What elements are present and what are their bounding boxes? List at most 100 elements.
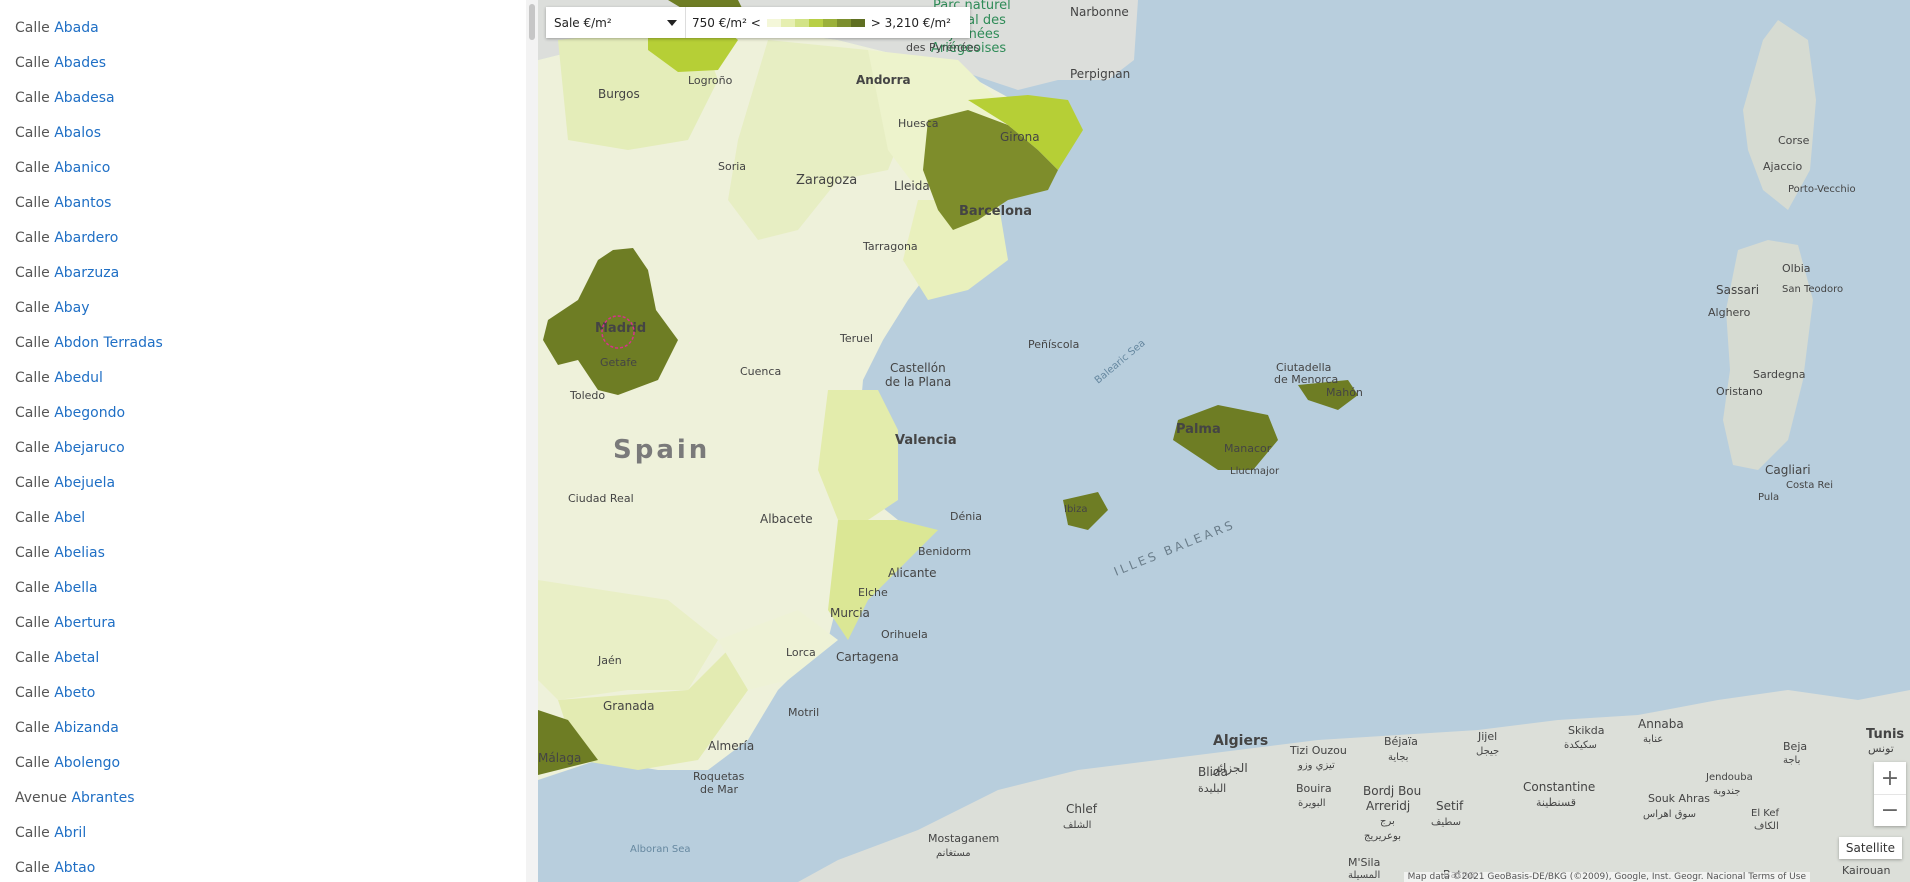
svg-text:Logroño: Logroño [688, 74, 733, 87]
metric-select-value: Sale €/m² [554, 15, 612, 30]
street-prefix: Calle [15, 195, 50, 211]
street-link[interactable]: Abejuela [54, 475, 116, 491]
svg-text:Mostaganem: Mostaganem [928, 832, 999, 845]
street-link[interactable]: Abarzuza [54, 265, 120, 281]
svg-text:جيجل: جيجل [1476, 746, 1499, 757]
map-view[interactable]: Narbonne Perpignan Andorra Parc naturel … [538, 0, 1910, 882]
svg-text:Jaén: Jaén [597, 654, 622, 667]
street-link[interactable]: Abades [54, 55, 107, 71]
street-link[interactable]: Abeto [54, 685, 96, 701]
zoom-in-button[interactable]: + [1880, 765, 1900, 791]
svg-text:Béjaïa: Béjaïa [1384, 735, 1418, 748]
street-link[interactable]: Abrantes [71, 790, 135, 806]
street-list-item: Calle Abantos [15, 191, 538, 226]
madrid-location-marker[interactable] [601, 315, 635, 349]
svg-text:Girona: Girona [1000, 130, 1040, 144]
street-prefix: Calle [15, 90, 50, 106]
svg-text:Zaragoza: Zaragoza [796, 173, 857, 188]
svg-text:Ciudad Real: Ciudad Real [568, 492, 634, 505]
street-link[interactable]: Abardero [54, 230, 119, 246]
street-link[interactable]: Abegondo [54, 405, 126, 421]
street-link[interactable]: Abada [54, 20, 99, 36]
street-list-item: Calle Abejuela [15, 471, 538, 506]
metric-select[interactable]: Sale €/m² [546, 7, 686, 38]
svg-text:Algiers: Algiers [1213, 733, 1268, 749]
street-link[interactable]: Abadesa [54, 90, 115, 106]
street-link[interactable]: Abejaruco [54, 440, 125, 456]
street-link[interactable]: Abalos [54, 125, 101, 141]
street-link[interactable]: Abel [54, 510, 86, 526]
svg-text:Souk Ahras: Souk Ahras [1648, 792, 1710, 805]
street-link[interactable]: Abelias [54, 545, 105, 561]
svg-text:Cuenca: Cuenca [740, 365, 781, 378]
svg-text:برج: برج [1380, 816, 1395, 827]
island-ibiza [1063, 492, 1108, 530]
svg-text:Kairouan: Kairouan [1842, 864, 1891, 877]
svg-text:Orihuela: Orihuela [881, 628, 928, 641]
svg-text:Lorca: Lorca [786, 646, 816, 659]
svg-text:Setif: Setif [1436, 799, 1464, 813]
street-link[interactable]: Abdon Terradas [54, 335, 163, 351]
street-prefix: Calle [15, 300, 50, 316]
street-list-item: Calle Abella [15, 576, 538, 611]
street-link[interactable]: Abtao [54, 860, 96, 876]
satellite-toggle-button[interactable]: Satellite [1838, 837, 1902, 859]
svg-text:de Mar: de Mar [700, 783, 738, 796]
legend-swatch [780, 18, 795, 27]
svg-text:Alboran Sea: Alboran Sea [630, 844, 690, 855]
svg-text:Toledo: Toledo [569, 389, 605, 402]
street-link[interactable]: Abantos [54, 195, 112, 211]
svg-text:Balearic Sea: Balearic Sea [1093, 338, 1148, 386]
street-link[interactable]: Abedul [54, 370, 103, 386]
svg-text:تونس: تونس [1868, 742, 1894, 755]
legend-min-label: 750 €/m² < [692, 15, 761, 30]
svg-text:Arreridj: Arreridj [1366, 799, 1410, 813]
svg-text:جندوبة: جندوبة [1713, 786, 1740, 797]
svg-text:Andorra: Andorra [856, 73, 911, 87]
province-malaga [538, 710, 598, 775]
svg-text:Costa Rei: Costa Rei [1786, 480, 1833, 491]
svg-text:Madrid: Madrid [595, 321, 646, 336]
svg-text:Tunis: Tunis [1866, 727, 1904, 742]
svg-text:Skikda: Skikda [1568, 724, 1605, 737]
street-link[interactable]: Abertura [54, 615, 116, 631]
street-list-item: Calle Abanico [15, 156, 538, 191]
province-valencia [818, 390, 898, 520]
street-link[interactable]: Abizanda [54, 720, 119, 736]
svg-text:الكاف: الكاف [1754, 821, 1779, 832]
sidebar-scrollbar[interactable] [526, 0, 538, 882]
spain-land [538, 20, 1013, 780]
street-list-item: Calle Abtao [15, 856, 538, 882]
street-link[interactable]: Abril [54, 825, 87, 841]
street-prefix: Calle [15, 510, 50, 526]
svg-text:Benidorm: Benidorm [918, 545, 971, 558]
svg-text:Bouira: Bouira [1296, 782, 1332, 795]
svg-text:Castellón: Castellón [890, 361, 946, 375]
svg-text:Sardegna: Sardegna [1753, 368, 1806, 381]
street-prefix: Calle [15, 825, 50, 841]
street-list-item: Calle Abadesa [15, 86, 538, 121]
street-link[interactable]: Abella [54, 580, 98, 596]
svg-text:Constantine: Constantine [1523, 780, 1595, 794]
street-link[interactable]: Abetal [54, 650, 100, 666]
svg-text:Málaga: Málaga [538, 751, 581, 765]
street-prefix: Calle [15, 370, 50, 386]
svg-text:Alicante: Alicante [888, 566, 937, 580]
street-link[interactable]: Abanico [54, 160, 111, 176]
scrollbar-thumb[interactable] [529, 4, 535, 40]
street-prefix: Avenue [15, 790, 68, 806]
svg-text:بوعريريج: بوعريريج [1364, 831, 1401, 842]
zoom-out-button[interactable]: − [1874, 794, 1906, 826]
svg-text:Cagliari: Cagliari [1765, 463, 1811, 477]
svg-text:Granada: Granada [603, 699, 655, 713]
street-prefix: Calle [15, 265, 50, 281]
street-list-item: Calle Abril [15, 821, 538, 856]
province-granada [558, 650, 748, 770]
province-lorca [718, 610, 838, 690]
map-canvas[interactable]: Narbonne Perpignan Andorra Parc naturel … [538, 0, 1910, 882]
street-link[interactable]: Abay [54, 300, 90, 316]
street-prefix: Calle [15, 650, 50, 666]
street-link[interactable]: Abolengo [54, 755, 121, 771]
svg-text:تيزي وزو: تيزي وزو [1297, 760, 1335, 771]
svg-text:Dénia: Dénia [950, 510, 982, 523]
